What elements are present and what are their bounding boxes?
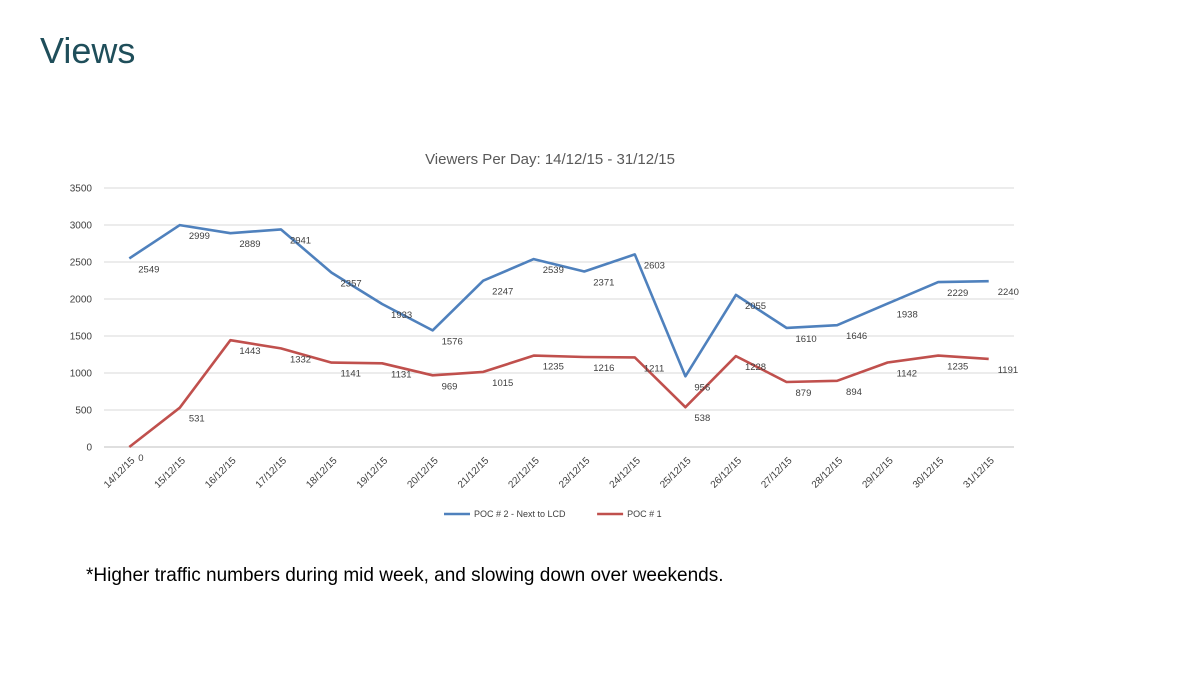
data-label: 956 xyxy=(694,382,710,393)
data-label: 1228 xyxy=(745,362,766,373)
data-label: 2357 xyxy=(341,279,362,290)
data-label: 969 xyxy=(442,381,458,392)
x-tick-label: 22/12/15 xyxy=(507,455,543,491)
series-lines xyxy=(128,223,989,449)
data-label: 1235 xyxy=(947,362,968,373)
footnote: *Higher traffic numbers during mid week,… xyxy=(86,565,724,586)
x-tick-label: 20/12/15 xyxy=(405,455,441,491)
data-label: 2889 xyxy=(239,239,260,250)
x-tick-label: 23/12/15 xyxy=(557,455,593,491)
gridlines xyxy=(104,187,1014,448)
data-label: 1443 xyxy=(239,346,260,357)
x-tick-label: 27/12/15 xyxy=(759,455,795,491)
data-label: 1646 xyxy=(846,331,867,342)
data-label: 2603 xyxy=(644,260,665,271)
data-label: 2539 xyxy=(543,265,564,276)
data-label: 1933 xyxy=(391,310,412,321)
x-tick-label: 14/12/15 xyxy=(102,455,138,491)
data-label: 1332 xyxy=(290,354,311,365)
x-tick-label: 17/12/15 xyxy=(254,455,290,491)
series-line xyxy=(128,338,989,449)
data-label: 2247 xyxy=(492,287,513,298)
y-tick-label: 500 xyxy=(75,406,92,417)
data-label: 1015 xyxy=(492,378,513,389)
x-tick-label: 21/12/15 xyxy=(456,455,492,491)
x-tick-label: 28/12/15 xyxy=(810,455,846,491)
data-label: 879 xyxy=(796,388,812,399)
data-label: 2240 xyxy=(998,287,1019,298)
x-tick-label: 15/12/15 xyxy=(153,455,189,491)
data-label: 1576 xyxy=(442,336,463,347)
legend: POC # 2 - Next to LCD POC # 1 xyxy=(444,509,662,519)
x-tick-label: 19/12/15 xyxy=(355,455,391,491)
data-label: 1141 xyxy=(341,369,361,380)
legend-label: POC # 1 xyxy=(627,509,662,519)
data-label: 2371 xyxy=(593,278,614,289)
line-chart: 0 500 1000 1500 2000 2500 3000 3500 14/12/15 15/… xyxy=(70,184,1019,520)
slide-title: Views xyxy=(40,30,136,71)
x-tick-label: 31/12/15 xyxy=(962,455,998,491)
data-labels: 2549 2999 2889 2941 2357 1933 1576 2247 2539 2371… xyxy=(138,231,1019,464)
legend-label: POC # 2 - Next to LCD xyxy=(474,509,566,519)
data-label: 2229 xyxy=(947,288,968,299)
data-label: 1211 xyxy=(644,363,664,374)
x-tick-label: 18/12/15 xyxy=(304,455,340,491)
series-line xyxy=(128,223,989,378)
x-tick-label: 26/12/15 xyxy=(709,455,745,491)
y-tick-label: 3000 xyxy=(70,221,93,232)
x-axis: 14/12/15 15/12/15 16/12/15 17/12/15 18/12/15… xyxy=(102,455,997,491)
data-label: 1131 xyxy=(391,369,411,380)
data-label: 1610 xyxy=(796,334,817,345)
data-label: 2055 xyxy=(745,301,766,312)
x-tick-label: 25/12/15 xyxy=(658,455,694,491)
data-label: 1191 xyxy=(998,365,1018,376)
data-label: 538 xyxy=(694,413,710,424)
data-label: 1142 xyxy=(897,368,917,379)
x-tick-label: 24/12/15 xyxy=(608,455,644,491)
y-axis: 0 500 1000 1500 2000 2500 3000 3500 xyxy=(70,184,93,454)
y-tick-label: 1500 xyxy=(70,332,93,343)
y-tick-label: 1000 xyxy=(70,369,93,380)
x-tick-label: 16/12/15 xyxy=(203,455,239,491)
data-label: 2941 xyxy=(290,235,311,246)
data-label: 894 xyxy=(846,387,862,398)
data-label: 0 xyxy=(138,453,143,464)
data-label: 1235 xyxy=(543,362,564,373)
data-label: 531 xyxy=(189,414,205,425)
data-label: 2999 xyxy=(189,231,210,242)
data-label: 2549 xyxy=(138,264,159,275)
y-tick-label: 2500 xyxy=(70,258,93,269)
x-tick-label: 29/12/15 xyxy=(860,455,896,491)
data-label: 1938 xyxy=(897,310,918,321)
data-label: 1216 xyxy=(593,363,614,374)
chart-container: Viewers Per Day: 14/12/15 - 31/12/15 0 50… xyxy=(60,145,1040,535)
y-tick-label: 2000 xyxy=(70,295,93,306)
y-tick-label: 0 xyxy=(86,443,92,454)
chart-title: Viewers Per Day: 14/12/15 - 31/12/15 xyxy=(425,151,675,168)
x-tick-label: 30/12/15 xyxy=(911,455,947,491)
y-tick-label: 3500 xyxy=(70,184,93,195)
